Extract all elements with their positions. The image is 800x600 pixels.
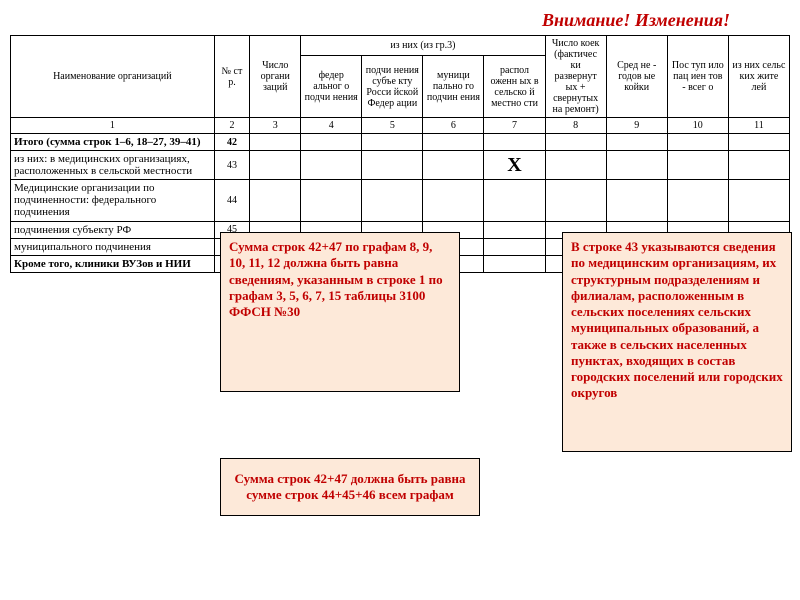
alert-text: Внимание! Изменения! bbox=[10, 10, 790, 31]
table-row: Итого (сумма строк 1–6, 18–27, 39–41) 42 bbox=[11, 134, 790, 151]
colnum: 5 bbox=[362, 118, 423, 134]
th-sub-subj: подчи нения субъе кту Росси йской Федер … bbox=[362, 56, 423, 118]
cell-x: Х bbox=[484, 151, 545, 180]
row-label: из них: в медицинских организациях, расп… bbox=[11, 151, 215, 180]
th-sub-muni: муници пально го подчин ения bbox=[423, 56, 484, 118]
th-sub-fed: федер альног о подчи нения bbox=[301, 56, 362, 118]
th-beds: Число коек (фактичес ки развернут ых + с… bbox=[545, 36, 606, 118]
colnum: 9 bbox=[606, 118, 667, 134]
row-label: муниципального подчинения bbox=[11, 238, 215, 255]
note-c: Сумма строк 42+47 должна быть равна сумм… bbox=[220, 458, 480, 516]
th-rural-res: из них сельс ких жите лей bbox=[728, 36, 789, 118]
colnum: 4 bbox=[301, 118, 362, 134]
th-avg: Сред не - годов ые койки bbox=[606, 36, 667, 118]
th-str: № ст р. bbox=[214, 36, 250, 118]
th-patients: Пос туп ило пац иен тов - всег о bbox=[667, 36, 728, 118]
row-label: Итого (сумма строк 1–6, 18–27, 39–41) bbox=[11, 134, 215, 151]
table-row: Медицинские организации по подчиненности… bbox=[11, 180, 790, 221]
colnum: 10 bbox=[667, 118, 728, 134]
colnum: 2 bbox=[214, 118, 250, 134]
th-from-them: из них (из гр.3) bbox=[301, 36, 545, 56]
row-n: 43 bbox=[214, 151, 250, 180]
th-num-org: Число органи заций bbox=[250, 36, 301, 118]
colnum: 6 bbox=[423, 118, 484, 134]
colnum: 7 bbox=[484, 118, 545, 134]
colnum: 3 bbox=[250, 118, 301, 134]
row-label: Кроме того, клиники ВУЗов и НИИ bbox=[11, 255, 215, 272]
colnum: 11 bbox=[728, 118, 789, 134]
colnum: 8 bbox=[545, 118, 606, 134]
note-b: В строке 43 указываются сведения по меди… bbox=[562, 232, 792, 452]
row-label: подчинения субъекту РФ bbox=[11, 221, 215, 238]
column-number-row: 1 2 3 4 5 6 7 8 9 10 11 bbox=[11, 118, 790, 134]
row-label: Медицинские организации по подчиненности… bbox=[11, 180, 215, 221]
page-root: Внимание! Изменения! Наименование органи… bbox=[10, 10, 790, 273]
row-n: 42 bbox=[214, 134, 250, 151]
table-row: из них: в медицинских организациях, расп… bbox=[11, 151, 790, 180]
th-sub-rural: распол оженн ых в сельско й местно сти bbox=[484, 56, 545, 118]
colnum: 1 bbox=[11, 118, 215, 134]
th-name: Наименование организаций bbox=[11, 36, 215, 118]
row-n: 44 bbox=[214, 180, 250, 221]
note-a: Сумма строк 42+47 по графам 8, 9, 10, 11… bbox=[220, 232, 460, 392]
